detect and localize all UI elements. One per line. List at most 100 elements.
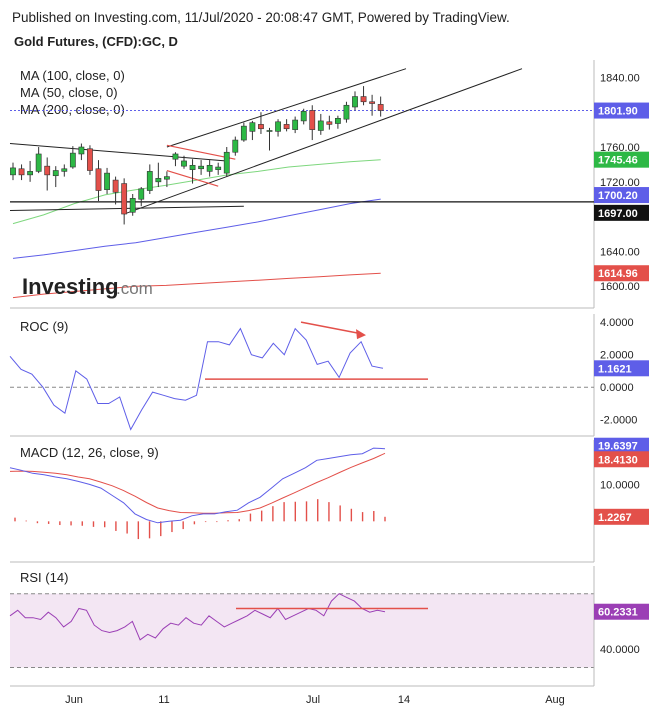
- rsi-band: [10, 593, 594, 668]
- channel-upper-line: [166, 68, 407, 148]
- price-y-tick-0: 1840.00: [600, 72, 640, 84]
- rsi-title: RSI (14): [20, 570, 68, 585]
- ma50-line: [12, 159, 381, 225]
- rsi-pane: 40.0000 60.2331 RSI (14): [9, 566, 649, 687]
- candle-body-39: [343, 104, 350, 120]
- candle-body-19: [172, 153, 179, 160]
- macd-badge-2: 1.2267: [598, 512, 632, 524]
- candle-body-32: [283, 124, 290, 130]
- macd-badge-0: 19.6397: [598, 441, 638, 453]
- candle-body-30: [266, 130, 273, 132]
- candle-body-2: [27, 171, 33, 176]
- x-tick-2: Jul: [306, 694, 320, 706]
- candle-body-33: [292, 119, 299, 130]
- candle-body-7: [69, 152, 76, 168]
- logo-suffix: .com: [116, 279, 153, 298]
- candle-body-21: [189, 164, 196, 170]
- price-badge-3: 1697.00: [598, 208, 638, 220]
- roc-y-tick-0: 4.0000: [600, 317, 634, 329]
- triangle-upper-line: [9, 143, 227, 162]
- candle-body-22: [198, 165, 204, 170]
- candle-body-0: [10, 167, 16, 176]
- macd-badge-1-bg: [594, 451, 649, 468]
- candle-body-1: [18, 168, 25, 176]
- price-y-tick-2: 1760.00: [600, 142, 640, 154]
- candle-body-8: [78, 146, 85, 155]
- price-badge-4-bg: [594, 265, 649, 282]
- macd-y-tick-0: 10.0000: [600, 479, 640, 491]
- price-y-tick-3: 1720.00: [600, 177, 640, 189]
- candle-body-38: [334, 118, 341, 124]
- candle-body-34: [300, 111, 307, 122]
- roc-badge-bg: [594, 360, 649, 377]
- x-tick-3: 14: [398, 694, 410, 706]
- candle-body-25: [223, 151, 230, 174]
- candle-body-10: [95, 168, 102, 191]
- roc-arrow-head: [356, 329, 366, 340]
- macd-signal-line: [9, 452, 386, 514]
- candle-body-24: [215, 166, 222, 170]
- price-badge-0: 1801.90: [598, 106, 638, 118]
- published-caption: Published on Investing.com, 11/Jul/2020 …: [12, 10, 510, 25]
- price-badge-3-bg: [594, 204, 649, 221]
- candle-body-6: [61, 168, 68, 172]
- candle-body-17: [155, 178, 162, 183]
- x-axis: Jun 11 Jul 14 Aug: [65, 694, 565, 706]
- rsi-line: [9, 593, 386, 641]
- price-badge-2-bg: [594, 187, 649, 204]
- candle-body-27: [240, 125, 247, 141]
- x-tick-4: Aug: [545, 694, 565, 706]
- candle-body-20: [181, 160, 187, 167]
- legend-ma200: MA (200, close, 0): [20, 102, 125, 117]
- candle-body-41: [360, 96, 367, 103]
- candle-body-11: [104, 172, 110, 190]
- candle-body-12: [112, 179, 119, 193]
- rsi-badge-bg: [594, 603, 649, 620]
- candle-body-3: [35, 153, 42, 172]
- price-badge-4: 1614.96: [598, 268, 638, 280]
- macd-badge-0-bg: [594, 437, 649, 454]
- roc-badge: 1.1621: [598, 363, 632, 375]
- price-y-tick-5: 1640.00: [600, 246, 640, 258]
- candle-body-37: [326, 121, 333, 125]
- rsi-y-tick-0: 40.0000: [600, 644, 640, 656]
- x-tick-0: Jun: [65, 694, 83, 706]
- x-tick-1: 11: [158, 694, 169, 706]
- candle-body-28: [249, 122, 256, 132]
- channel-lower-line: [123, 68, 523, 215]
- candle-body-43: [377, 104, 384, 111]
- ma100-line: [12, 198, 381, 259]
- roc-line: [9, 327, 384, 431]
- legend-ma50: MA (50, close, 0): [20, 85, 118, 100]
- candle-body-29: [258, 124, 264, 130]
- candle-body-31: [275, 121, 281, 132]
- roc-y-tick-3: -2.0000: [600, 415, 637, 427]
- candle-body-9: [87, 148, 93, 171]
- candle-body-40: [352, 96, 358, 108]
- candle-body-14: [129, 198, 136, 213]
- candle-body-15: [138, 188, 145, 200]
- candle-body-26: [232, 139, 239, 153]
- candle-body-5: [52, 170, 59, 177]
- price-title: Gold Futures, (CFD):GC, D: [14, 34, 178, 49]
- candle-body-35: [309, 110, 316, 130]
- price-badge-1-bg: [594, 151, 649, 168]
- rsi-badge: 60.2331: [598, 607, 638, 619]
- price-badge-2: 1700.20: [598, 190, 638, 202]
- candle-body-4: [44, 165, 51, 176]
- macd-title: MACD (12, 26, close, 9): [20, 445, 159, 460]
- candle-body-16: [146, 171, 153, 191]
- candle-body-18: [164, 176, 170, 180]
- investing-logo: Investing .com: [22, 274, 153, 299]
- legend-ma100: MA (100, close, 0): [20, 68, 125, 83]
- ma200-line: [12, 272, 381, 299]
- candle-body-23: [206, 164, 213, 172]
- macd-badge-2-bg: [594, 508, 649, 525]
- macd-line: [9, 447, 386, 524]
- macd-badge-1: 18.4130: [598, 454, 638, 466]
- candle-body-42: [369, 101, 375, 104]
- candle-body-36: [317, 120, 324, 131]
- roc-title: ROC (9): [20, 319, 68, 334]
- roc-y-tick-2: 0.0000: [600, 382, 634, 394]
